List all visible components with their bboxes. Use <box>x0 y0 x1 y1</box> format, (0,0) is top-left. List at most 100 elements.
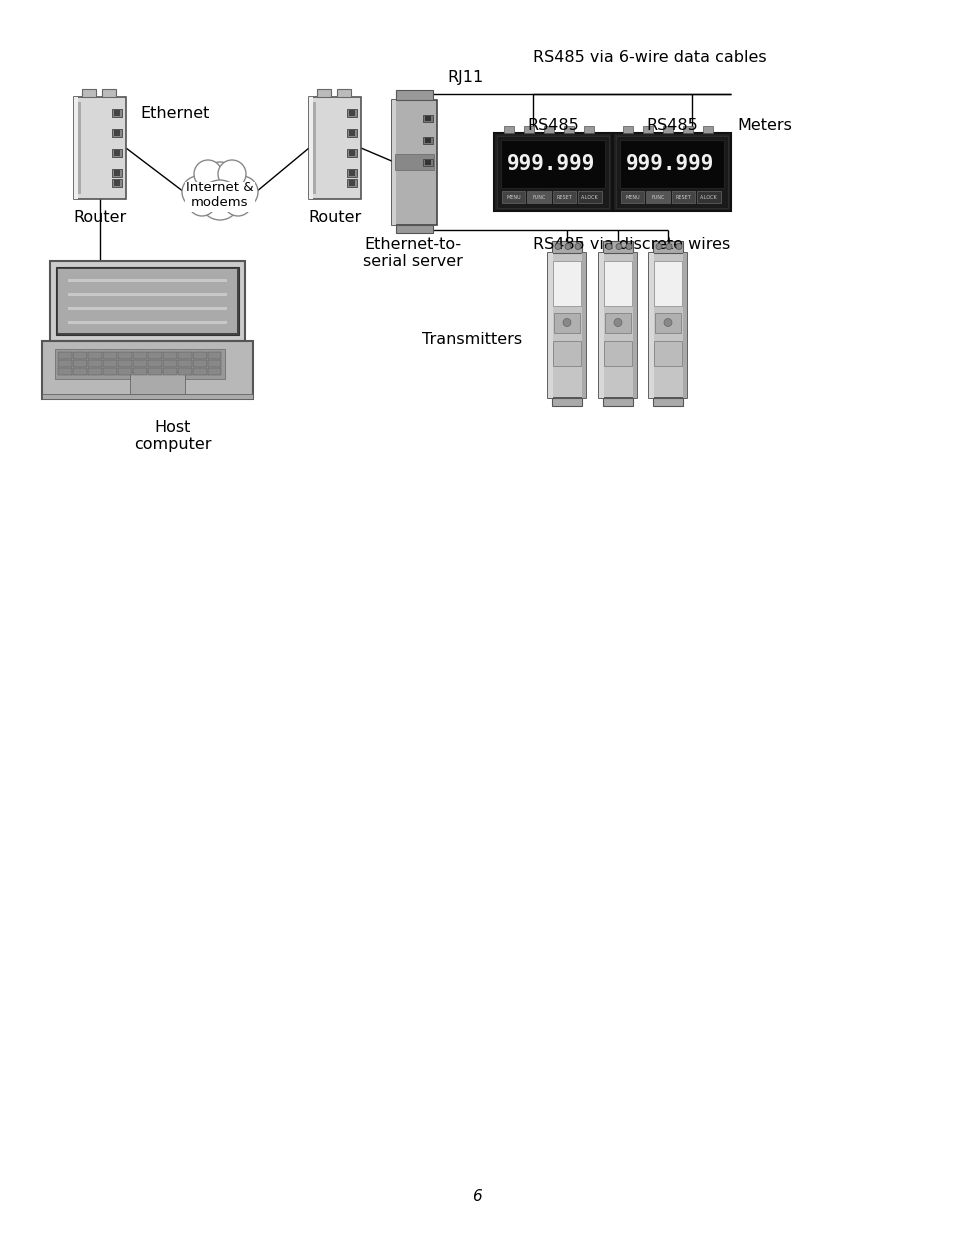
Bar <box>662 126 672 133</box>
Bar <box>89 352 102 359</box>
Bar <box>547 252 585 398</box>
Text: Ethernet-to-
serial server: Ethernet-to- serial server <box>363 237 462 269</box>
Text: FUNC: FUNC <box>651 194 664 200</box>
Bar <box>553 261 580 305</box>
Text: RS485: RS485 <box>527 117 578 132</box>
Bar <box>185 182 254 212</box>
Bar <box>501 191 525 203</box>
Bar <box>682 252 686 398</box>
Text: FUNC: FUNC <box>532 194 545 200</box>
Bar <box>103 352 117 359</box>
Bar <box>43 341 253 399</box>
Bar <box>163 361 176 367</box>
Bar <box>58 352 72 359</box>
Bar <box>112 128 122 137</box>
Bar <box>69 308 227 310</box>
Bar <box>604 312 630 332</box>
Bar <box>622 126 633 133</box>
Text: Internet &
modems: Internet & modems <box>186 182 253 209</box>
Bar <box>523 126 534 133</box>
Circle shape <box>555 243 560 249</box>
Bar <box>423 115 433 121</box>
Bar <box>113 149 120 156</box>
Bar <box>177 368 192 375</box>
Text: 6: 6 <box>472 1189 481 1204</box>
Bar <box>654 261 681 305</box>
Bar <box>132 352 147 359</box>
Bar <box>425 137 431 142</box>
Bar <box>56 267 239 335</box>
Bar <box>497 136 608 207</box>
Bar <box>682 126 692 133</box>
Text: RS485: RS485 <box>645 117 698 132</box>
Bar <box>563 126 574 133</box>
Bar <box>642 126 652 133</box>
Circle shape <box>614 319 621 326</box>
Bar <box>616 136 727 207</box>
Circle shape <box>656 243 661 249</box>
Bar <box>313 103 315 194</box>
Bar <box>552 398 581 405</box>
Bar <box>347 179 356 186</box>
Bar <box>349 180 355 186</box>
Circle shape <box>218 161 246 188</box>
Bar <box>309 98 313 199</box>
Bar <box>132 368 147 375</box>
Bar <box>697 191 720 203</box>
Bar <box>51 261 245 341</box>
Bar <box>103 361 117 367</box>
Bar <box>103 368 117 375</box>
Bar <box>73 368 88 375</box>
Text: Router: Router <box>73 210 127 225</box>
Text: RJ11: RJ11 <box>447 69 483 84</box>
Text: MENU: MENU <box>506 194 520 200</box>
Bar <box>112 169 122 177</box>
Bar <box>603 341 631 366</box>
Bar <box>316 89 331 98</box>
Bar <box>547 252 553 398</box>
Bar <box>118 361 132 367</box>
Bar <box>349 170 355 177</box>
Circle shape <box>616 243 621 249</box>
Bar <box>395 153 434 169</box>
Bar <box>73 361 88 367</box>
Bar <box>55 350 225 379</box>
Bar <box>74 98 126 199</box>
Bar <box>349 149 355 156</box>
Bar <box>602 398 633 405</box>
Bar <box>500 140 604 188</box>
Bar <box>553 191 576 203</box>
Text: MENU: MENU <box>625 194 639 200</box>
Bar <box>148 352 162 359</box>
Bar <box>131 372 185 394</box>
Bar <box>633 252 637 398</box>
Bar <box>648 252 654 398</box>
Bar <box>43 394 253 399</box>
Bar <box>553 341 580 366</box>
Bar <box>208 361 221 367</box>
Bar <box>613 133 730 211</box>
Bar <box>208 352 221 359</box>
Text: Meters: Meters <box>737 117 791 132</box>
Bar <box>602 241 633 252</box>
Circle shape <box>663 319 671 326</box>
Text: RESET: RESET <box>557 194 572 200</box>
Bar <box>89 368 102 375</box>
Bar <box>646 191 669 203</box>
Circle shape <box>226 177 257 207</box>
Text: RESET: RESET <box>675 194 691 200</box>
Bar <box>193 352 207 359</box>
Bar <box>581 252 585 398</box>
Bar <box>578 191 601 203</box>
Bar <box>347 149 356 157</box>
Text: 999.999: 999.999 <box>506 154 595 174</box>
Bar <box>69 293 227 296</box>
Bar <box>652 241 682 252</box>
Bar <box>148 361 162 367</box>
Circle shape <box>562 319 571 326</box>
Circle shape <box>605 243 612 249</box>
Bar <box>177 352 192 359</box>
Bar <box>336 89 351 98</box>
Bar <box>552 241 581 252</box>
Bar <box>89 361 102 367</box>
